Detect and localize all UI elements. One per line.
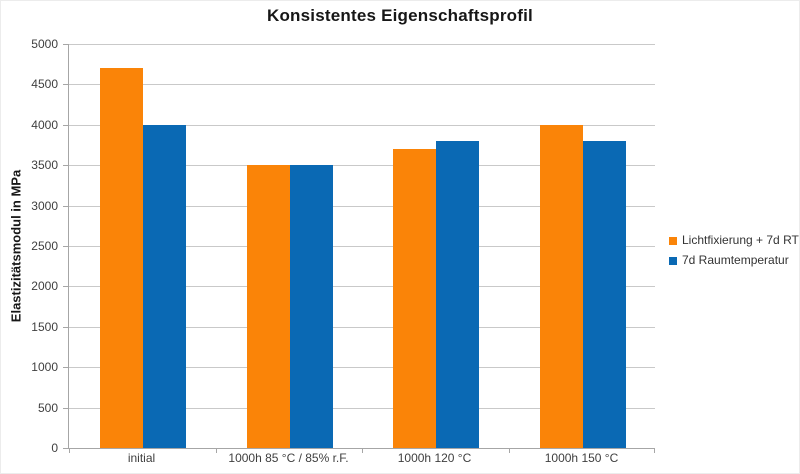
x-category-label: 1000h 120 °C	[397, 451, 472, 465]
y-tick-label: 2000	[31, 279, 58, 293]
x-category-label: initial	[127, 451, 156, 465]
y-tick-label: 5000	[31, 37, 58, 51]
gridline	[69, 367, 655, 368]
y-tick-label: 2500	[31, 239, 58, 253]
y-axis-tick	[63, 165, 69, 166]
bar	[289, 165, 333, 448]
legend-label: 7d Raumtemperatur	[682, 253, 789, 267]
y-tick-label: 1000	[31, 360, 58, 374]
y-axis-tick	[63, 206, 69, 207]
y-axis-tick	[63, 408, 69, 409]
legend-entry: 7d Raumtemperatur	[669, 254, 799, 267]
y-tick-label: 3500	[31, 158, 58, 172]
gridline	[69, 125, 655, 126]
legend-label: Lichtfixierung + 7d RT	[682, 233, 799, 247]
gridline	[69, 44, 655, 45]
y-axis-tick	[63, 125, 69, 126]
x-axis-labels: initial 1000h 85 °C / 85% r.F. 1000h 120 °…	[68, 451, 654, 467]
y-tick-label: 4500	[31, 77, 58, 91]
bar	[539, 125, 583, 448]
bar	[246, 165, 290, 448]
y-tick-label: 1500	[31, 320, 58, 334]
bar-group	[69, 44, 216, 448]
gridline	[69, 84, 655, 85]
bar	[392, 149, 436, 448]
y-axis-tick	[63, 327, 69, 328]
y-tick-label: 500	[37, 401, 58, 415]
x-axis-tick	[509, 449, 510, 453]
bar-group	[509, 44, 656, 448]
y-axis-tick	[63, 246, 69, 247]
y-axis-tick	[63, 84, 69, 85]
y-axis-tick	[63, 367, 69, 368]
y-axis-tick	[63, 448, 69, 449]
bar	[582, 141, 626, 448]
gridline	[69, 327, 655, 328]
gridline	[69, 206, 655, 207]
bar-group	[216, 44, 363, 448]
bar	[142, 125, 186, 448]
gridline	[69, 286, 655, 287]
x-category-label: 1000h 85 °C / 85% r.F.	[228, 451, 349, 465]
y-tick-label: 0	[51, 441, 58, 455]
gridline	[69, 408, 655, 409]
x-axis-tick	[362, 449, 363, 453]
chart-title: Konsistentes Eigenschaftsprofil	[267, 6, 533, 25]
y-axis-tick	[63, 286, 69, 287]
x-category-label: 1000h 150 °C	[544, 451, 619, 465]
x-axis-tick	[216, 449, 217, 453]
bar	[99, 68, 143, 448]
y-tick-label: 3000	[31, 199, 58, 213]
y-axis-tick	[63, 44, 69, 45]
gridline	[69, 246, 655, 247]
bar-group	[362, 44, 509, 448]
legend-swatch-icon	[669, 256, 677, 265]
legend-entry: Lichtfixierung + 7d RT	[669, 234, 799, 247]
legend: Lichtfixierung + 7d RT 7d Raumtemperatur	[669, 234, 799, 274]
gridline	[69, 165, 655, 166]
x-axis-tick	[654, 449, 655, 453]
x-axis-tick	[69, 449, 70, 453]
bar	[435, 141, 479, 448]
y-tick-label: 4000	[31, 118, 58, 132]
plot-area	[63, 44, 656, 453]
legend-swatch-icon	[669, 236, 677, 245]
